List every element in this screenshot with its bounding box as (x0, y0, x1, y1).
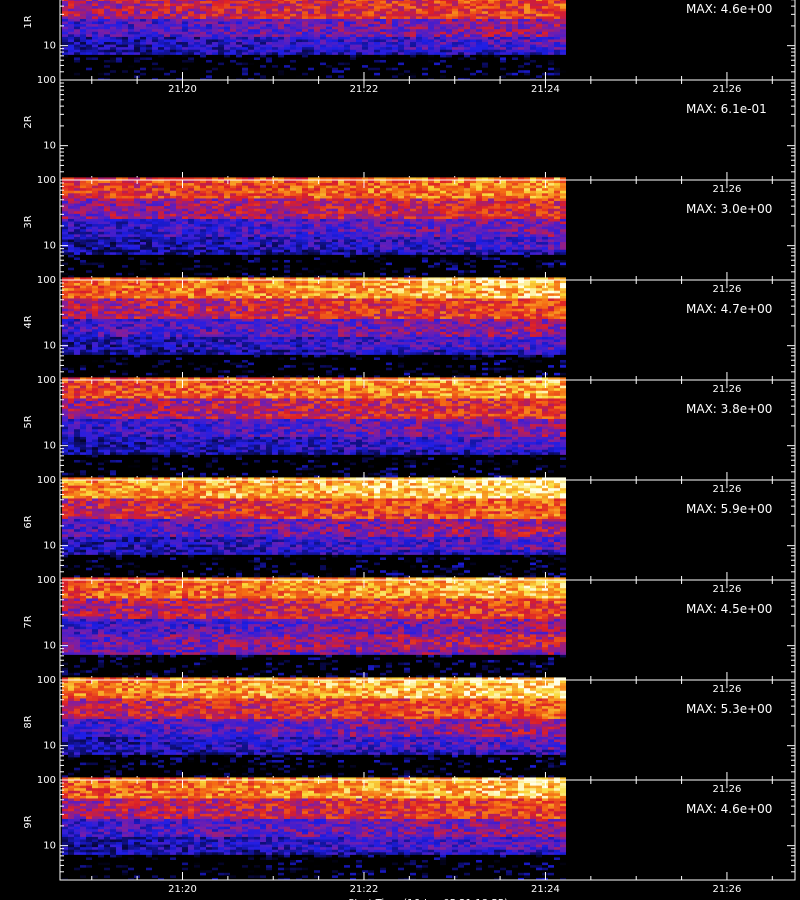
heatmap-cell (356, 0, 362, 1)
y-tick-label: 100 (37, 75, 56, 86)
heatmap-cell (80, 0, 86, 1)
heatmap-cell (218, 0, 224, 1)
heatmap-cell (446, 0, 452, 1)
heatmap-cell (164, 0, 170, 1)
heatmap-cell (530, 0, 536, 1)
heatmap-cell (548, 0, 554, 1)
heatmap-cell (536, 0, 542, 1)
heatmap-cell (104, 0, 110, 1)
heatmap-cell (374, 0, 380, 1)
y-tick-label: 10 (43, 141, 56, 152)
heatmap-cell (266, 0, 272, 1)
heatmap-cell (176, 0, 182, 1)
heatmap-cell (116, 0, 122, 1)
heatmap-cell (122, 0, 128, 1)
heatmap-cell (248, 0, 254, 1)
heatmap-cell (524, 0, 530, 1)
heatmap-cell (542, 0, 548, 1)
heatmap-cell (410, 0, 416, 1)
heatmap-cell (440, 0, 446, 1)
heatmap-cell (560, 0, 566, 1)
heatmap-cell (86, 0, 92, 1)
heatmap-cell (212, 0, 218, 1)
heatmap-cell (302, 0, 308, 1)
panel-2r: 1001021:2021:2221:2421:262RMAX: 6.1e-01 (23, 75, 795, 195)
heatmap-cell (452, 0, 458, 1)
heatmap-cell (110, 0, 116, 1)
heatmap-cell (284, 0, 290, 1)
heatmap-cell (260, 0, 266, 1)
heatmap-cell (68, 0, 74, 1)
heatmap-cell (140, 0, 146, 1)
heatmap-cell (242, 0, 248, 1)
heatmap-cell (482, 0, 488, 1)
heatmap-cell (200, 0, 206, 1)
channel-label: 1R (23, 15, 34, 28)
heatmap-cell (488, 0, 494, 1)
heatmap-cell (98, 0, 104, 1)
heatmap-cell (362, 0, 368, 1)
heatmap-cell (296, 0, 302, 1)
heatmap-cell (326, 0, 332, 1)
heatmap-cell (170, 0, 176, 1)
y-tick-label: 10 (43, 41, 56, 52)
heatmap-cell (308, 0, 314, 1)
heatmap-cell (272, 0, 278, 1)
heatmap-cell (422, 0, 428, 1)
heatmap-cell (512, 0, 518, 1)
heatmap-cell (74, 0, 80, 1)
heatmap-cell (416, 0, 422, 1)
heatmap-cell (128, 0, 134, 1)
channel-label: 2R (23, 115, 34, 128)
heatmap-cell (224, 0, 230, 1)
heatmap-cell (332, 0, 338, 1)
heatmap-cell (494, 0, 500, 1)
heatmap-cell (320, 0, 326, 1)
heatmap-cell (194, 0, 200, 1)
heatmap-cell (398, 0, 404, 1)
heatmap-cell (182, 0, 188, 1)
heatmap-cell (254, 0, 260, 1)
heatmap-cell (476, 0, 482, 1)
heatmap-3r (62, 177, 566, 280)
heatmap-cell (518, 0, 524, 1)
heatmap-cell (428, 0, 434, 1)
heatmap-cell (500, 0, 506, 1)
heatmap-cell (188, 0, 194, 1)
heatmap-cell (146, 0, 152, 1)
heatmap-cell (152, 0, 158, 1)
heatmap-cell (470, 0, 476, 1)
heatmap-cell (464, 0, 470, 1)
heatmap-cell (554, 0, 560, 1)
heatmap-cell (368, 0, 374, 1)
heatmap-cell (206, 0, 212, 1)
heatmap-cell (392, 0, 398, 1)
max-annotation: MAX: 6.1e-01 (686, 102, 767, 116)
heatmap-cell (236, 0, 242, 1)
heatmap-cell (134, 0, 140, 1)
heatmap-cell (344, 0, 350, 1)
heatmap-cell (314, 0, 320, 1)
heatmap-cell (92, 0, 98, 1)
heatmap-cell (290, 0, 296, 1)
max-annotation: MAX: 4.6e+00 (686, 2, 772, 16)
heatmap-cell (434, 0, 440, 1)
plot-frame (60, 80, 795, 180)
heatmap-cell (158, 0, 164, 1)
heatmap-cell (230, 0, 236, 1)
heatmap-cell (350, 0, 356, 1)
panel-3r: 1001021:2021:2221:2421:263RMAX: 3.0e+00 (23, 175, 795, 295)
heatmap-cell (506, 0, 512, 1)
heatmap-cell (338, 0, 344, 1)
heatmap-cell (458, 0, 464, 1)
heatmap-cell (380, 0, 386, 1)
heatmap-cell (404, 0, 410, 1)
heatmap-cell (278, 0, 284, 1)
heatmap-1r (62, 0, 566, 81)
heatmap-cell (386, 0, 392, 1)
